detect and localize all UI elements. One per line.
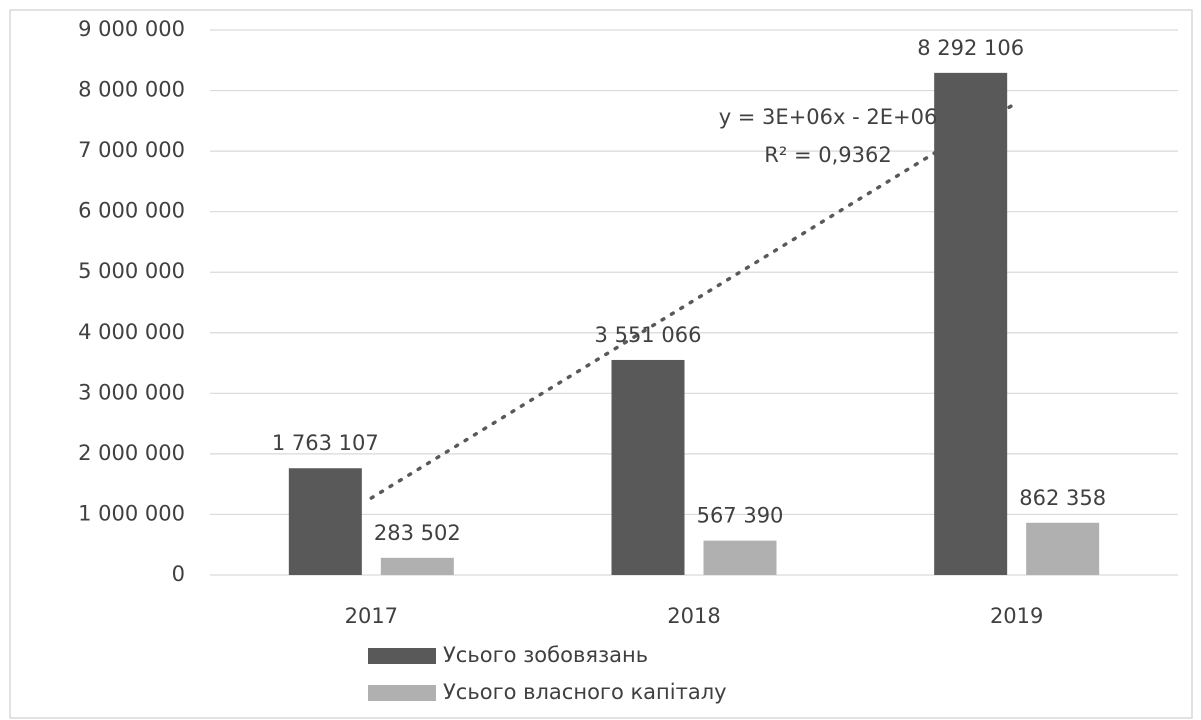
legend-swatch <box>368 648 436 664</box>
value-label: 8 292 106 <box>917 36 1024 60</box>
bar <box>380 557 454 575</box>
legend-label: Усього зобовязань <box>443 643 648 667</box>
value-label: 1 763 107 <box>272 431 379 455</box>
y-tick-label: 4 000 000 <box>78 320 185 344</box>
bar <box>611 359 685 575</box>
x-tick-label: 2018 <box>667 604 720 628</box>
bar <box>1026 522 1100 575</box>
y-tick-label: 0 <box>172 562 185 586</box>
bar <box>703 540 777 575</box>
value-label: 567 390 <box>697 504 784 528</box>
bar <box>934 72 1008 575</box>
y-tick-label: 2 000 000 <box>78 441 185 465</box>
y-tick-label: 3 000 000 <box>78 380 185 404</box>
value-label: 3 551 066 <box>595 323 702 347</box>
y-tick-label: 8 000 000 <box>78 78 185 102</box>
value-label: 283 502 <box>374 521 461 545</box>
trendline-r-squared: R² = 0,9362 <box>764 143 891 167</box>
x-tick-label: 2017 <box>345 604 398 628</box>
x-tick-label: 2019 <box>990 604 1043 628</box>
bar <box>288 468 362 575</box>
y-tick-label: 1 000 000 <box>78 501 185 525</box>
value-label: 862 358 <box>1019 486 1106 510</box>
y-tick-label: 7 000 000 <box>78 138 185 162</box>
trendline-equation: y = 3E+06x - 2E+06 <box>719 105 938 129</box>
y-tick-label: 5 000 000 <box>78 259 185 283</box>
legend-swatch <box>368 685 436 701</box>
trendline <box>369 100 1019 500</box>
legend-label: Усього власного капіталу <box>443 680 727 704</box>
y-tick-label: 9 000 000 <box>78 17 185 41</box>
y-tick-label: 6 000 000 <box>78 199 185 223</box>
